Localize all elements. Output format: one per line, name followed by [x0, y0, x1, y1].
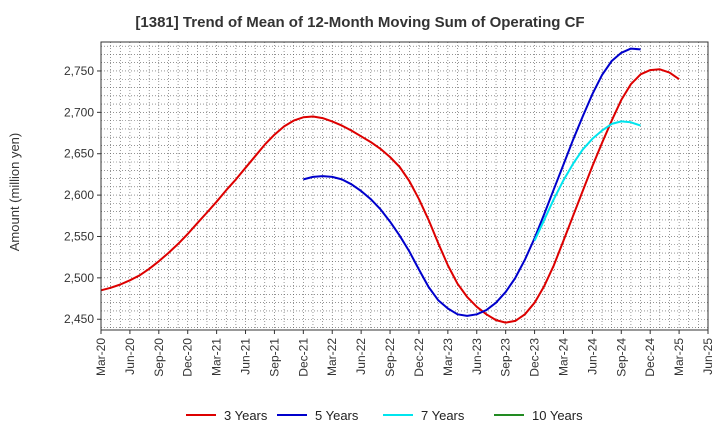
- legend-label: 5 Years: [315, 408, 359, 423]
- x-tick-label: Mar-20: [94, 338, 108, 376]
- legend-label: 7 Years: [421, 408, 465, 423]
- series-line: [303, 47, 641, 317]
- series-line: [100, 68, 680, 324]
- x-tick-label: Mar-23: [441, 338, 455, 376]
- x-tick-label: Jun-22: [354, 338, 368, 375]
- y-tick-label: 2,550: [64, 229, 94, 243]
- x-tick-label: Mar-24: [556, 338, 570, 376]
- y-tick-label: 2,450: [64, 312, 94, 326]
- x-tick-label: Sep-24: [614, 338, 628, 377]
- legend-label: 10 Years: [532, 408, 583, 423]
- x-tick-label: Sep-22: [383, 338, 397, 377]
- legend: 3 Years 5 Years 7 Years 10 Years: [186, 408, 583, 423]
- x-tick-label: Mar-25: [672, 338, 686, 376]
- x-tick-label: Sep-20: [152, 338, 166, 377]
- x-tick-label: Dec-22: [412, 338, 426, 377]
- x-tick-label: Dec-23: [528, 338, 542, 377]
- y-axis-label: Amount (million yen): [7, 133, 22, 252]
- x-tick-label: Dec-20: [181, 338, 195, 377]
- plot-area: [101, 42, 708, 330]
- x-tick-label: Dec-21: [296, 338, 310, 377]
- legend-item: 7 Years: [383, 408, 465, 423]
- y-tick-label: 2,600: [64, 188, 94, 202]
- axes: 2,450 2,500 2,550 2,600 2,650 2,700 2,750 Mar-2…: [64, 41, 715, 377]
- x-tick-label: Sep-21: [267, 338, 281, 377]
- chart-title: [1381] Trend of Mean of 12-Month Moving …: [135, 14, 585, 31]
- y-tick-label: 2,700: [64, 105, 94, 119]
- x-tick-label: Jun-20: [123, 338, 137, 375]
- legend-item: 5 Years: [277, 408, 359, 423]
- legend-item: 10 Years: [494, 408, 583, 423]
- y-tick-label: 2,650: [64, 147, 94, 161]
- x-tick-label: Jun-25: [701, 338, 715, 375]
- x-tick-label: Jun-23: [470, 338, 484, 375]
- y-tick-label: 2,500: [64, 271, 94, 285]
- x-tick-label: Dec-24: [643, 338, 657, 377]
- x-tick-label: Mar-22: [325, 338, 339, 376]
- x-tick-label: Mar-21: [210, 338, 224, 376]
- x-tick-label: Jun-21: [239, 338, 253, 375]
- y-tick-label: 2,750: [64, 64, 94, 78]
- grid: [101, 42, 708, 330]
- x-tick-label: Jun-24: [585, 338, 599, 375]
- legend-label: 3 Years: [224, 408, 268, 423]
- plot-frame: [100, 41, 709, 331]
- x-tick-label: Sep-23: [499, 338, 513, 377]
- series-layer: [100, 47, 680, 324]
- legend-item: 3 Years: [186, 408, 268, 423]
- series-line: [533, 120, 641, 242]
